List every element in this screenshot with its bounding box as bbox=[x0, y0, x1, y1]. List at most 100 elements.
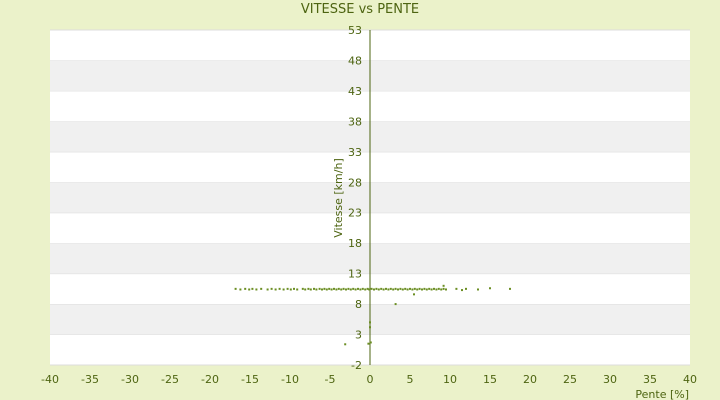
data-point bbox=[313, 287, 315, 290]
data-point bbox=[477, 288, 479, 291]
data-point bbox=[367, 342, 370, 345]
data-point bbox=[234, 287, 237, 290]
data-point bbox=[421, 288, 423, 291]
data-point bbox=[430, 288, 433, 291]
data-point bbox=[428, 287, 431, 290]
data-point bbox=[413, 293, 415, 296]
data-point bbox=[423, 287, 426, 290]
x-tick-label: -30 bbox=[121, 373, 139, 386]
data-point bbox=[369, 321, 371, 324]
x-tick-label: -5 bbox=[325, 373, 336, 386]
data-point bbox=[369, 326, 371, 329]
data-point bbox=[509, 287, 511, 290]
data-point bbox=[389, 287, 392, 290]
data-point bbox=[251, 287, 254, 290]
x-tick-label: 35 bbox=[643, 373, 657, 386]
data-point bbox=[345, 288, 347, 291]
data-point bbox=[318, 287, 321, 290]
data-point bbox=[437, 287, 440, 290]
y-tick-label: 28 bbox=[348, 176, 362, 189]
y-tick-label: 48 bbox=[348, 54, 362, 67]
data-point bbox=[274, 288, 277, 291]
y-tick-label: 3 bbox=[355, 329, 362, 342]
data-point bbox=[344, 343, 347, 346]
data-point bbox=[328, 287, 331, 290]
data-point bbox=[364, 288, 367, 291]
data-point bbox=[239, 288, 242, 291]
data-point bbox=[435, 288, 438, 291]
data-point bbox=[260, 287, 263, 290]
data-point bbox=[321, 288, 323, 291]
data-point bbox=[286, 287, 289, 290]
data-point bbox=[440, 288, 443, 291]
x-axis-title: Pente [%] bbox=[635, 388, 689, 400]
x-tick-label: 30 bbox=[603, 373, 617, 386]
y-tick-label: 53 bbox=[348, 24, 362, 37]
x-tick-label: 0 bbox=[367, 373, 374, 386]
data-point bbox=[370, 287, 373, 290]
x-tick-label: -10 bbox=[281, 373, 299, 386]
data-point bbox=[304, 288, 307, 291]
data-point bbox=[357, 287, 359, 290]
data-point bbox=[278, 287, 281, 290]
data-point bbox=[461, 289, 463, 292]
data-point bbox=[340, 288, 343, 291]
x-tick-label: -15 bbox=[241, 373, 259, 386]
data-point bbox=[293, 287, 295, 290]
y-tick-label: 43 bbox=[348, 85, 362, 98]
x-tick-labels: -40 -35 -30 -25 -20 -15 -10 -5 0 5 10 15 20 25 30 35 40 bbox=[41, 373, 697, 386]
data-point bbox=[359, 288, 362, 291]
x-tick-label: 5 bbox=[407, 373, 414, 386]
data-point bbox=[323, 287, 326, 290]
data-point bbox=[382, 288, 385, 291]
x-tick-label: 15 bbox=[483, 373, 497, 386]
data-point bbox=[325, 288, 328, 291]
data-point bbox=[347, 287, 350, 290]
data-point bbox=[352, 287, 355, 290]
y-axis-title: Vitesse [km/h] bbox=[332, 158, 345, 238]
data-point bbox=[465, 287, 467, 290]
data-point bbox=[301, 287, 304, 290]
data-point bbox=[289, 288, 292, 291]
data-point bbox=[385, 287, 387, 290]
data-point bbox=[392, 288, 395, 291]
data-point bbox=[394, 303, 397, 306]
data-point bbox=[489, 287, 491, 290]
data-point bbox=[445, 288, 447, 291]
x-tick-label: 25 bbox=[563, 373, 577, 386]
data-point bbox=[244, 287, 247, 290]
data-point bbox=[366, 287, 369, 290]
chart-title: VITESSE vs PENTE bbox=[300, 2, 420, 17]
data-point bbox=[418, 287, 421, 290]
data-point bbox=[309, 288, 312, 291]
y-tick-label: 13 bbox=[348, 268, 362, 281]
data-point bbox=[296, 288, 299, 291]
data-point bbox=[411, 288, 414, 291]
data-point bbox=[375, 287, 378, 290]
data-point bbox=[394, 287, 397, 290]
x-tick-label: 10 bbox=[443, 373, 457, 386]
data-point bbox=[368, 288, 371, 291]
x-tick-label: 20 bbox=[523, 373, 537, 386]
y-tick-label: 33 bbox=[348, 146, 362, 159]
data-point bbox=[425, 288, 428, 291]
data-point bbox=[330, 288, 333, 291]
data-point bbox=[380, 287, 383, 290]
x-tick-label: -35 bbox=[81, 373, 99, 386]
data-point bbox=[401, 288, 404, 291]
x-tick-label: -25 bbox=[161, 373, 179, 386]
data-point bbox=[369, 341, 372, 344]
data-point bbox=[413, 287, 416, 290]
data-point bbox=[433, 287, 435, 290]
data-point bbox=[442, 287, 445, 290]
data-point bbox=[349, 288, 352, 291]
data-points bbox=[234, 284, 511, 346]
data-point bbox=[399, 287, 402, 290]
data-point bbox=[335, 288, 338, 291]
data-point bbox=[404, 287, 407, 290]
data-point bbox=[270, 287, 273, 290]
data-point bbox=[342, 287, 345, 290]
y-tick-label: 8 bbox=[355, 298, 362, 311]
